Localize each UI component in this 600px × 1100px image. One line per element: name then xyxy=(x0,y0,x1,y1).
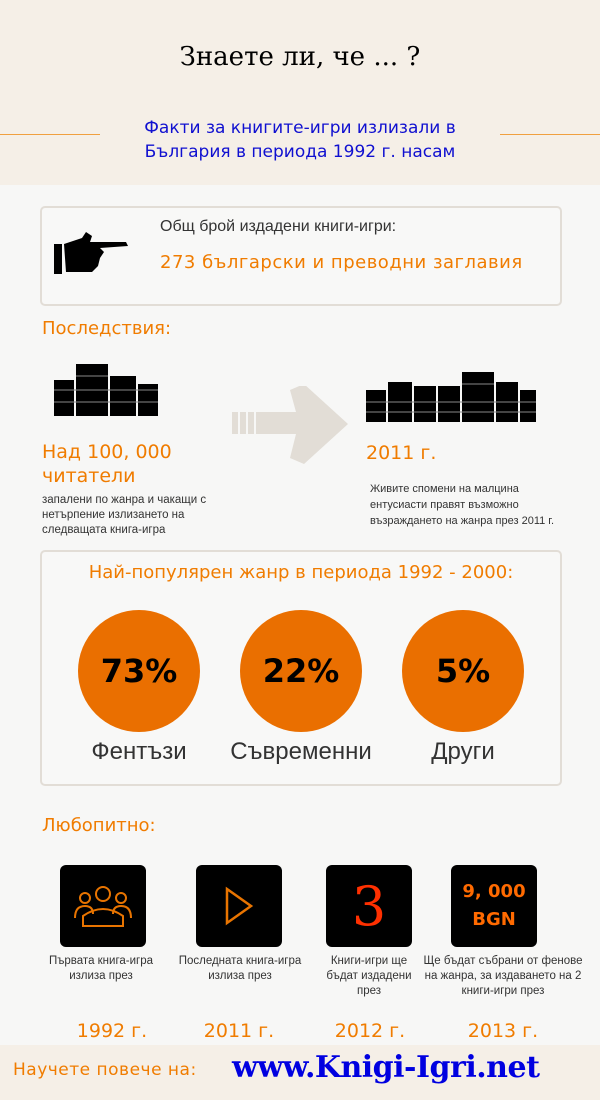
readers-value: Над 100, 000 читатели xyxy=(42,441,172,487)
books-stack-icon xyxy=(366,372,536,422)
genre-label: Фентъзи xyxy=(91,738,187,765)
divider xyxy=(500,134,600,135)
website-link[interactable]: www.Knigi-Igri.net xyxy=(232,1050,540,1085)
revival-year: 2011 г. xyxy=(366,442,437,464)
curious-text: Ще бъдат събрани от фенове на жанра, за … xyxy=(423,955,583,997)
curious-text: Първата книга-игра излиза през xyxy=(48,955,154,982)
readers-text: запалени по жанра и чакащи с нетърпение … xyxy=(42,494,207,536)
genre-circle: 22% xyxy=(240,610,362,732)
genres-heading: Най-популярен жанр в периода 1992 - 2000… xyxy=(88,562,514,583)
books-stack-icon xyxy=(54,364,158,416)
divider xyxy=(0,134,100,135)
total-label: Общ брой издадени книги-игри: xyxy=(160,218,397,235)
amount-tile: 9, 000 BGN xyxy=(451,865,537,947)
header xyxy=(0,0,600,185)
people-icon xyxy=(60,865,146,947)
total-value: 273 български и преводни заглавия xyxy=(160,252,523,273)
consequences-heading: Последствия: xyxy=(42,318,172,339)
genre-circle: 5% xyxy=(402,610,524,732)
footer-label: Научете повече на: xyxy=(13,1060,197,1080)
number-tile: 3 xyxy=(326,865,412,947)
genre-label: Други xyxy=(431,738,495,765)
curious-year: 2012 г. xyxy=(334,1020,406,1042)
curious-year: 2011 г. xyxy=(203,1020,275,1042)
revival-text: Живите спомени на малцина ентусиасти пра… xyxy=(370,483,555,527)
curious-text: Книги-игри ще бъдат издадени през xyxy=(326,955,412,997)
curious-year: 2013 г. xyxy=(467,1020,539,1042)
arrow-right-icon xyxy=(232,386,348,464)
curious-text: Последната книга-игра излиза през xyxy=(178,955,302,982)
genre-circle: 73% xyxy=(78,610,200,732)
page-title: Знаете ли, че ... ? xyxy=(179,42,421,72)
genre-label: Съвременни xyxy=(230,738,372,765)
total-box xyxy=(40,206,562,306)
footer xyxy=(0,1045,600,1100)
curious-year: 1992 г. xyxy=(76,1020,148,1042)
pointing-hand-icon xyxy=(54,232,128,274)
subtitle: Факти за книгите-игри излизали в Българи… xyxy=(144,118,456,162)
curious-heading: Любопитно: xyxy=(42,815,156,836)
play-icon xyxy=(196,865,282,947)
